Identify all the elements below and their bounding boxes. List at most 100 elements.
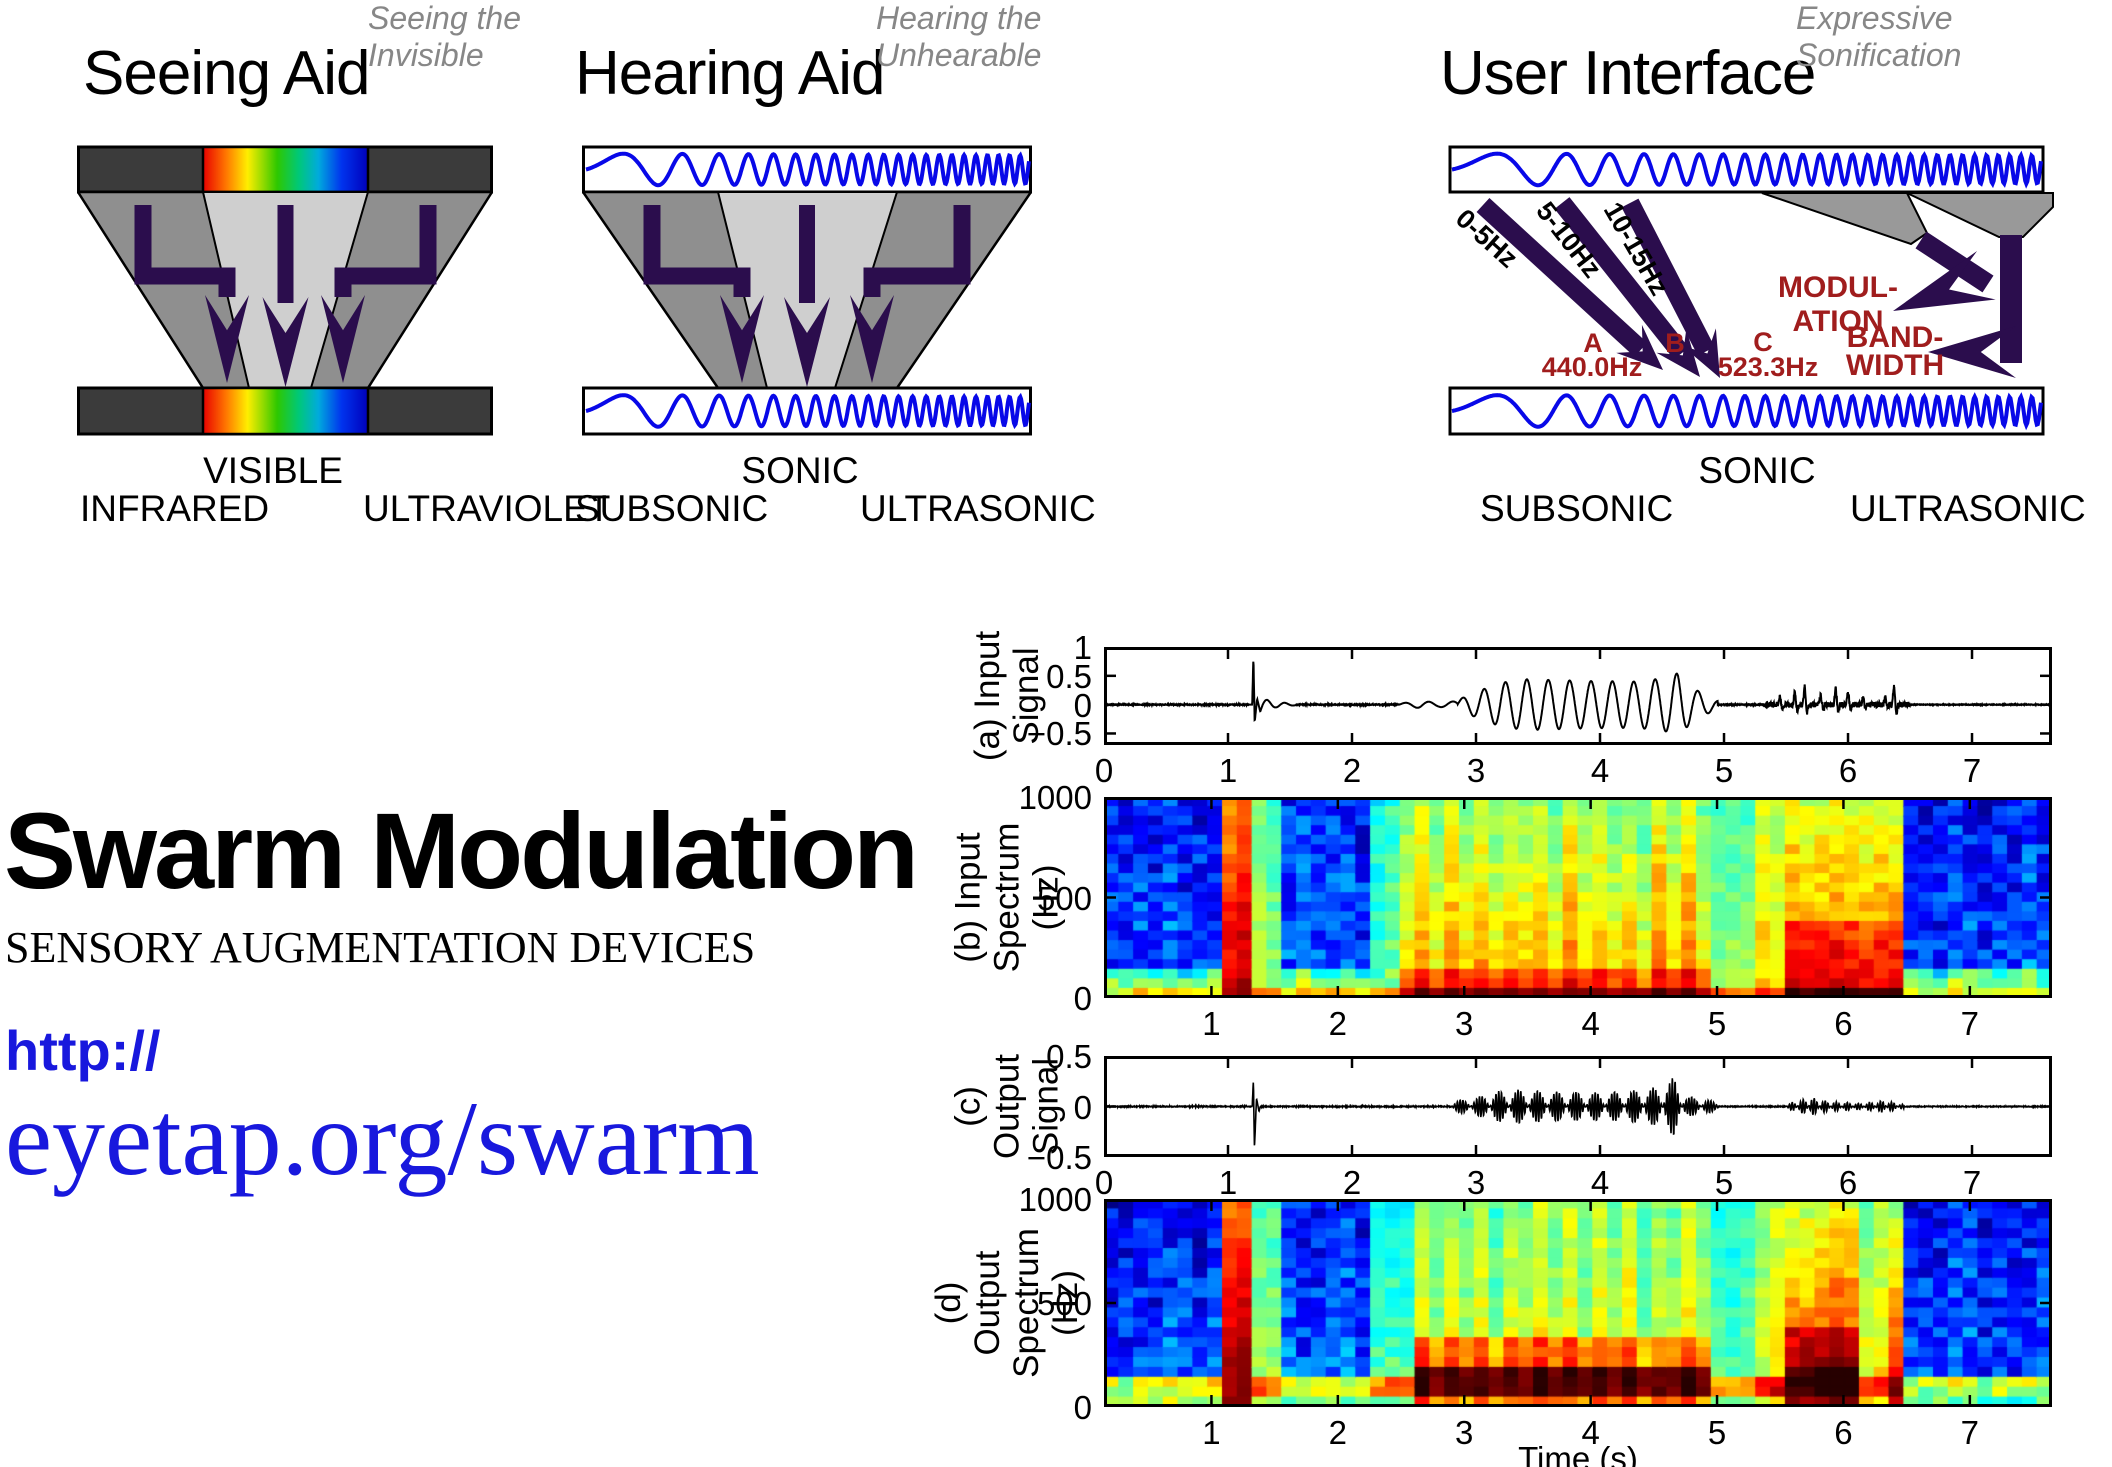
- x-tick-label: 3: [1466, 1164, 1486, 1201]
- main-subtitle: SENSORY AUGMENTATION DEVICES: [5, 923, 756, 972]
- input-spectrum-canvas: [1104, 797, 2052, 998]
- axis-label-text: (c) Output Signal: [948, 1053, 1066, 1160]
- axis-label-text: (d) Output Spectrum (Hz): [929, 1228, 1085, 1378]
- x-tick-label: 2: [1342, 752, 1362, 789]
- x-tick-label: 2: [1342, 1164, 1362, 1201]
- label-sonic: SONIC: [741, 450, 859, 491]
- x-tick-label: 4: [1590, 1164, 1610, 1201]
- y-tick-label: −0.5: [1026, 715, 1092, 753]
- input-spectrum-axes: [1104, 797, 2052, 998]
- note-c-freq: 523.3Hz: [1718, 352, 1819, 382]
- x-tick-label: 6: [1838, 752, 1858, 789]
- visible-spectrum-top: [201, 145, 370, 194]
- axis-label-text: (a) Input Signal: [967, 630, 1046, 762]
- label-ultrasonic-ui: ULTRASONIC: [1850, 488, 2086, 529]
- x-tick-label: 6: [1838, 1164, 1858, 1201]
- x-tick-label: 0: [1094, 1164, 1114, 1201]
- y-tick-label: −0.5: [1026, 1139, 1092, 1176]
- x-tick-label: 5: [1707, 1005, 1727, 1042]
- x-tick-label: 3: [1466, 752, 1486, 789]
- panel-title-ui: User Interface: [1440, 39, 1816, 108]
- output-signal-ylabel: (c) Output Signal: [932, 1054, 1082, 1159]
- chirp-wave-top: [585, 151, 1031, 188]
- note-c-label: C: [1753, 327, 1773, 357]
- y-tick-label: 1000: [1018, 1181, 1092, 1218]
- sound-bar-top: [1448, 145, 2045, 194]
- output-signal-axes: [1104, 1056, 2052, 1157]
- x-tick-label: 7: [1962, 752, 1982, 789]
- input-spectrum-ylabel: (b) Input Spectrum (Hz): [932, 797, 1082, 998]
- panel-title-hearing: Hearing Aid: [575, 39, 886, 108]
- x-tick-label: 6: [1834, 1414, 1853, 1451]
- label-subsonic-ui: SUBSONIC: [1480, 488, 1674, 529]
- note-a-freq: 440.0Hz: [1542, 352, 1643, 382]
- user-interface-diagram: 0-5Hz 5-10Hz 10-15Hz A 440.0Hz B C 523.3…: [1448, 145, 2054, 436]
- x-tick-label: 3: [1455, 1005, 1474, 1042]
- note-b-label: B: [1665, 328, 1685, 358]
- x-tick-label: 1: [1202, 1005, 1221, 1042]
- chirp-wave-bottom: [1451, 392, 2043, 431]
- x-tick-label: 1: [1202, 1414, 1221, 1451]
- time-axis-label: Time (s): [1518, 1440, 1638, 1467]
- chirp-wave-bottom: [585, 392, 1031, 430]
- label-infrared: INFRARED: [80, 488, 270, 529]
- panel-title-seeing: Seeing Aid: [83, 39, 370, 108]
- seeing-aid-diagram: [77, 145, 493, 436]
- bandwidth-label-l1: BAND-: [1847, 321, 1944, 354]
- url-scheme[interactable]: http://: [5, 1019, 161, 1082]
- x-tick-label: 1: [1218, 752, 1238, 789]
- frequency-band-arrows: [1476, 197, 2022, 378]
- y-tick-label: 1: [1073, 629, 1092, 666]
- y-tick-label: 0.5: [1046, 1038, 1092, 1075]
- funnel-left: [1761, 192, 1929, 246]
- axis-label-text: (b) Input Spectrum (Hz): [948, 822, 1066, 973]
- label-visible: VISIBLE: [203, 450, 343, 491]
- url-link[interactable]: eyetap.org/swarm: [5, 1080, 760, 1197]
- x-tick-label: 2: [1328, 1005, 1347, 1042]
- output-signal-plot: [1104, 1056, 2052, 1157]
- input-signal-plot: [1104, 647, 2052, 745]
- x-tick-label: 7: [1962, 1164, 1982, 1201]
- x-tick-label: 5: [1714, 1164, 1734, 1201]
- bandwidth-label-l2: WIDTH: [1846, 349, 1944, 382]
- y-tick-label: 500: [1036, 879, 1092, 917]
- x-tick-label: 4: [1581, 1005, 1600, 1042]
- main-title: Swarm Modulation: [4, 790, 919, 911]
- output-spectrum-canvas: [1104, 1199, 2052, 1407]
- compression-arrows: [643, 205, 971, 387]
- panel-subtitle-hearing: Hearing the Unhearable: [876, 0, 1042, 73]
- input-spectrogram-plot: [1104, 797, 2052, 998]
- x-tick-label: 2: [1328, 1414, 1347, 1451]
- output-spectrogram-plot: [1104, 1199, 2052, 1407]
- modulation-label-l1: MODUL-: [1778, 271, 1898, 304]
- x-tick-label: 5: [1714, 752, 1734, 789]
- x-tick-label: 6: [1834, 1005, 1853, 1042]
- label-sonic-ui: SONIC: [1698, 450, 1816, 491]
- x-tick-label: 7: [1960, 1005, 1979, 1042]
- output-spectrum-ylabel: (d) Output Spectrum (Hz): [929, 1199, 1085, 1407]
- label-ultraviolet: ULTRAVIOLET: [363, 488, 611, 529]
- x-tick-label: 0: [1094, 752, 1114, 789]
- compression-arrows: [134, 205, 437, 387]
- input-signal-ylabel: (a) Input Signal: [932, 631, 1082, 761]
- label-subsonic: SUBSONIC: [575, 488, 769, 529]
- panel-subtitle-ui: Expressive Sonification: [1796, 0, 1962, 73]
- x-tick-label: 7: [1960, 1414, 1979, 1451]
- hearing-aid-diagram: [582, 145, 1032, 436]
- input-signal-axes: [1104, 647, 2052, 745]
- panel-subtitle-seeing: Seeing the Invisible: [368, 0, 522, 73]
- visible-spectrum-bottom: [201, 386, 370, 436]
- note-a-label: A: [1583, 328, 1603, 358]
- y-tick-label: 0: [1073, 686, 1092, 724]
- y-tick-label: 500: [1036, 1285, 1092, 1322]
- y-tick-label: 1000: [1018, 779, 1092, 816]
- output-spectrum-axes: [1104, 1199, 2052, 1407]
- x-tick-label: 1: [1218, 1164, 1238, 1201]
- y-tick-label: 0: [1073, 1088, 1092, 1126]
- x-tick-label: 4: [1581, 1414, 1600, 1451]
- label-ultrasonic: ULTRASONIC: [860, 488, 1096, 529]
- y-tick-label: 0: [1073, 1389, 1092, 1426]
- funnel-right: [1906, 192, 2054, 238]
- x-tick-label: 5: [1707, 1414, 1727, 1451]
